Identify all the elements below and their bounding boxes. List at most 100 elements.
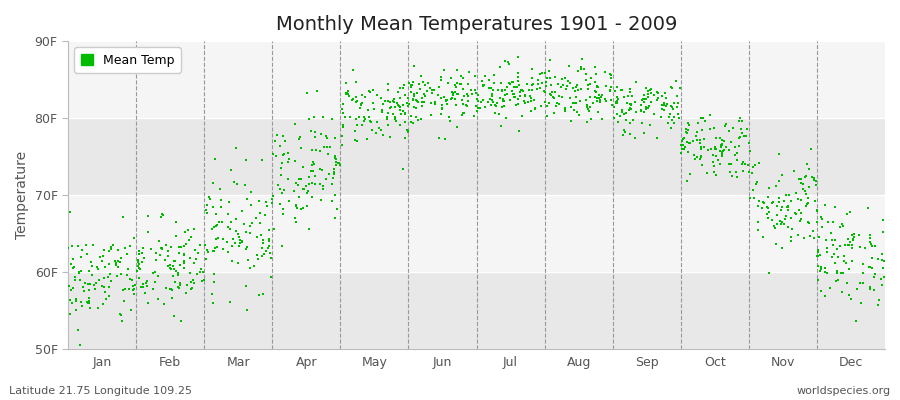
Point — [724, 139, 739, 145]
Point — [66, 284, 80, 291]
Point — [865, 265, 879, 271]
Point — [681, 127, 696, 133]
Point — [210, 222, 224, 228]
Point — [535, 70, 549, 76]
Point — [71, 269, 86, 275]
Point — [842, 239, 857, 246]
Point — [113, 271, 128, 277]
Point — [634, 107, 648, 114]
Point — [677, 145, 691, 152]
Point — [794, 216, 808, 222]
Point — [214, 197, 229, 203]
Point — [476, 82, 491, 88]
Point — [752, 218, 766, 225]
Point — [555, 76, 570, 82]
Point — [283, 155, 297, 162]
Point — [109, 261, 123, 268]
Point — [414, 116, 428, 122]
Point — [441, 79, 455, 86]
Point — [554, 84, 568, 90]
Point — [515, 113, 529, 119]
Point — [454, 72, 468, 79]
Point — [91, 305, 105, 311]
Point — [325, 198, 339, 204]
Point — [187, 260, 202, 266]
Point — [207, 224, 221, 231]
Point — [387, 96, 401, 103]
Point — [732, 142, 746, 149]
Point — [126, 287, 140, 294]
Point — [755, 199, 770, 206]
Point — [876, 257, 890, 263]
Point — [220, 211, 235, 218]
Point — [282, 198, 296, 204]
Point — [188, 247, 202, 253]
Point — [313, 166, 328, 172]
Point — [410, 98, 425, 104]
Point — [275, 133, 290, 139]
Point — [350, 98, 365, 104]
Point — [472, 104, 487, 111]
Point — [320, 135, 334, 141]
Point — [559, 86, 573, 92]
Point — [877, 274, 891, 280]
Point — [511, 82, 526, 88]
Point — [255, 157, 269, 164]
Point — [590, 98, 604, 104]
Point — [436, 106, 450, 112]
Point — [469, 90, 483, 96]
Point — [716, 148, 730, 154]
Point — [296, 204, 310, 211]
Point — [723, 169, 737, 175]
Point — [864, 240, 878, 247]
Point — [140, 283, 154, 289]
Point — [529, 86, 544, 92]
Text: Latitude 21.75 Longitude 109.25: Latitude 21.75 Longitude 109.25 — [9, 386, 192, 396]
Point — [801, 166, 815, 172]
Point — [380, 114, 394, 120]
Point — [477, 82, 491, 88]
Point — [468, 73, 482, 80]
Point — [638, 96, 652, 102]
Point — [718, 123, 733, 129]
Point — [220, 238, 234, 245]
Point — [760, 211, 774, 217]
Point — [761, 215, 776, 222]
Point — [694, 144, 708, 150]
Point — [708, 144, 723, 150]
Point — [73, 342, 87, 348]
Point — [320, 133, 334, 140]
Point — [716, 142, 730, 149]
Point — [326, 175, 340, 181]
Point — [202, 194, 217, 200]
Point — [814, 264, 829, 270]
Point — [346, 67, 360, 74]
Point — [258, 212, 273, 219]
Point — [657, 101, 671, 108]
Point — [841, 280, 855, 287]
Point — [75, 303, 89, 309]
Point — [811, 249, 825, 255]
Point — [328, 153, 342, 160]
Point — [814, 266, 828, 272]
Point — [247, 262, 261, 269]
Point — [449, 84, 464, 90]
Point — [104, 244, 118, 250]
Point — [557, 105, 572, 112]
Point — [90, 266, 104, 272]
Point — [417, 98, 431, 105]
Point — [552, 93, 566, 99]
Point — [398, 119, 412, 126]
Point — [277, 138, 292, 144]
Point — [328, 192, 342, 198]
Point — [644, 99, 658, 106]
Point — [499, 114, 513, 121]
Point — [635, 120, 650, 127]
Point — [813, 268, 827, 274]
Point — [485, 98, 500, 105]
Point — [519, 80, 534, 87]
Point — [757, 199, 771, 206]
Point — [568, 88, 582, 94]
Point — [381, 81, 395, 88]
Point — [826, 219, 841, 225]
